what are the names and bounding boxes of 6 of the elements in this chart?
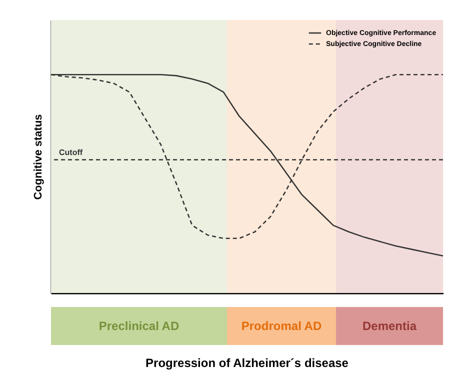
- text: Progression of Alzheimer´s disease: [146, 356, 349, 370]
- text: Preclinical AD: [98, 319, 180, 333]
- ref-line-label: Cutoff: [59, 148, 83, 157]
- y-axis-title: Cognitive status: [32, 114, 44, 200]
- text: Prodromal AD: [241, 319, 322, 333]
- text: Dementia: [362, 319, 417, 333]
